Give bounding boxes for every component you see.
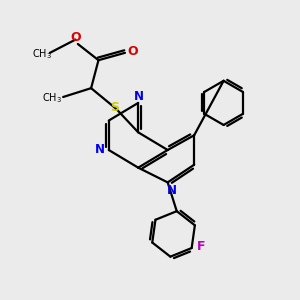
Text: CH$_3$: CH$_3$ <box>32 47 52 61</box>
Text: O: O <box>70 31 81 44</box>
Text: N: N <box>134 91 144 103</box>
Text: F: F <box>197 240 205 253</box>
Text: CH$_3$: CH$_3$ <box>42 92 62 105</box>
Text: S: S <box>110 101 119 114</box>
Text: N: N <box>95 143 105 157</box>
Text: N: N <box>167 184 177 197</box>
Text: O: O <box>127 45 138 58</box>
